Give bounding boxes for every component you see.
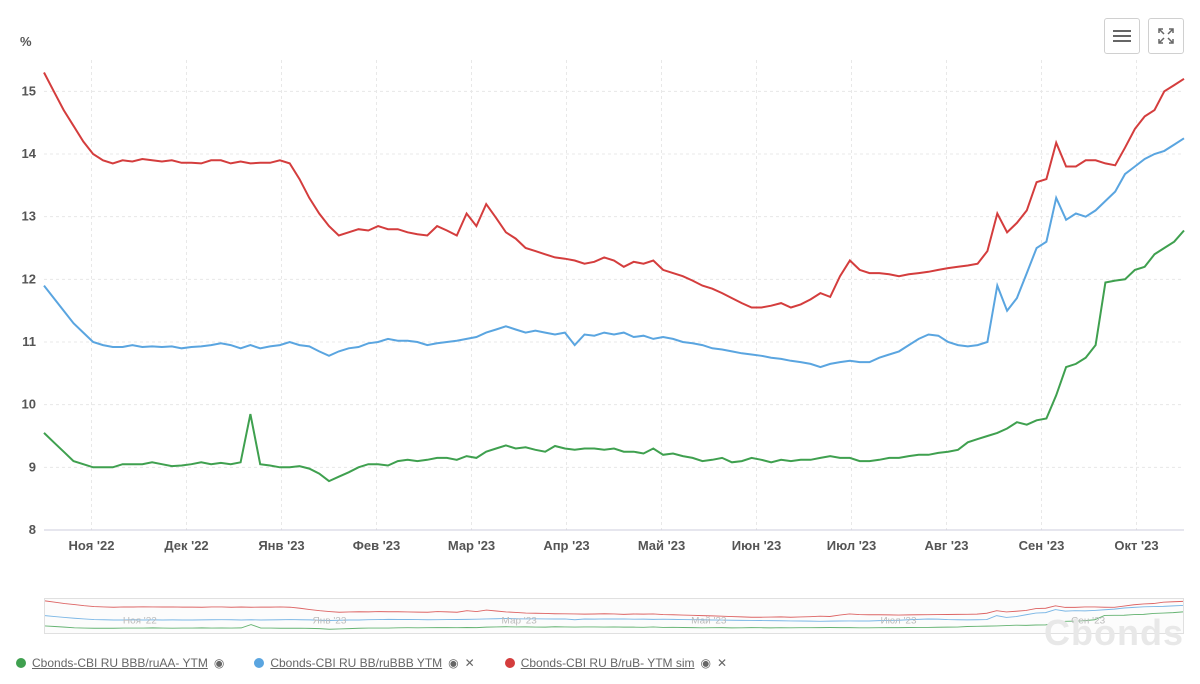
svg-text:15: 15 <box>22 83 36 98</box>
menu-icon <box>1113 29 1131 43</box>
svg-text:13: 13 <box>22 209 36 224</box>
svg-text:Ноя '22: Ноя '22 <box>69 538 115 553</box>
svg-text:Июл '23: Июл '23 <box>827 538 877 553</box>
legend-item: Cbonds-CBI RU BB/ruBBB YTM ◉ ✕ <box>254 656 474 670</box>
eye-icon[interactable]: ◉ <box>701 656 711 670</box>
svg-text:Апр '23: Апр '23 <box>543 538 589 553</box>
svg-text:Июл '23: Июл '23 <box>880 616 916 627</box>
svg-text:8: 8 <box>29 522 36 537</box>
legend-item: Cbonds-CBI RU B/ruB- YTM sim ◉ ✕ <box>505 656 727 670</box>
chart-container: % 8 9 10 11 12 13 14 15 Ноя '22 Дек '22 Янв '23 Фев… <box>0 0 1200 684</box>
fullscreen-icon <box>1158 28 1174 44</box>
svg-text:Фев '23: Фев '23 <box>353 538 400 553</box>
svg-text:Янв '23: Янв '23 <box>313 616 347 627</box>
fullscreen-button[interactable] <box>1148 18 1184 54</box>
toolbar <box>1104 18 1184 54</box>
legend-series-link[interactable]: Cbonds-CBI RU BB/ruBBB YTM <box>270 656 442 670</box>
svg-text:Окт '23: Окт '23 <box>1114 538 1158 553</box>
svg-text:12: 12 <box>22 271 36 286</box>
svg-text:Янв '23: Янв '23 <box>258 538 304 553</box>
close-icon[interactable]: ✕ <box>717 656 727 670</box>
legend-dot <box>16 658 26 668</box>
svg-text:Мар '23: Мар '23 <box>448 538 495 553</box>
navigator[interactable]: Ноя '22Янв '23Мар '23Май '23Июл '23Сен '… <box>44 598 1184 634</box>
eye-icon[interactable]: ◉ <box>214 656 224 670</box>
close-icon[interactable]: ✕ <box>465 656 475 670</box>
svg-text:Май '23: Май '23 <box>638 538 685 553</box>
legend-dot <box>505 658 515 668</box>
plot-area[interactable]: 89101112131415Ноя '22Дек '22Янв '23Фев '… <box>44 60 1184 560</box>
y-axis-label: % <box>20 34 32 49</box>
legend-dot <box>254 658 264 668</box>
svg-text:Авг '23: Авг '23 <box>925 538 969 553</box>
legend-series-link[interactable]: Cbonds-CBI RU BBB/ruAA- YTM <box>32 656 208 670</box>
eye-icon[interactable]: ◉ <box>448 656 458 670</box>
svg-text:11: 11 <box>22 334 36 349</box>
svg-text:Июн '23: Июн '23 <box>732 538 781 553</box>
svg-text:Мар '23: Мар '23 <box>502 616 537 627</box>
legend: Cbonds-CBI RU BBB/ruAA- YTM◉Cbonds-CBI R… <box>16 656 727 670</box>
legend-series-link[interactable]: Cbonds-CBI RU B/ruB- YTM sim <box>521 656 695 670</box>
legend-item: Cbonds-CBI RU BBB/ruAA- YTM ◉ <box>16 656 224 670</box>
svg-text:Дек '22: Дек '22 <box>164 538 208 553</box>
svg-text:9: 9 <box>29 459 36 474</box>
svg-text:10: 10 <box>22 397 36 412</box>
watermark: Cbonds <box>1044 612 1184 654</box>
svg-text:Сен '23: Сен '23 <box>1019 538 1065 553</box>
menu-button[interactable] <box>1104 18 1140 54</box>
svg-text:Май '23: Май '23 <box>691 616 726 627</box>
svg-text:Ноя '22: Ноя '22 <box>123 616 157 627</box>
svg-text:14: 14 <box>22 146 37 161</box>
